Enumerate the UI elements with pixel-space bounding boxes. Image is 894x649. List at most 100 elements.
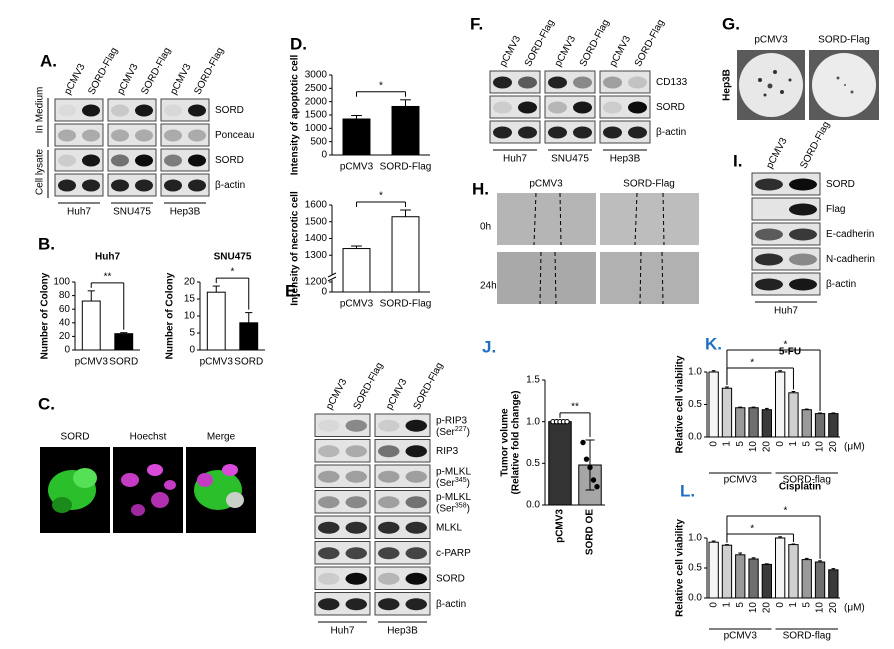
panel-label: L. bbox=[680, 481, 695, 500]
panel-label: A. bbox=[40, 51, 57, 70]
blot-band bbox=[164, 104, 182, 117]
axis-break bbox=[327, 276, 337, 282]
y-tick-label: 80 bbox=[59, 290, 71, 301]
blot-band bbox=[378, 598, 400, 611]
blot-band bbox=[548, 76, 567, 89]
cell-line-label: SNU475 bbox=[551, 154, 589, 165]
lane-label: pCMV3 bbox=[168, 62, 194, 97]
blot-band bbox=[755, 204, 783, 216]
side-label: Hep3B bbox=[722, 69, 733, 101]
data-point bbox=[590, 477, 597, 483]
lane-label: SORD-Flag bbox=[412, 361, 446, 412]
x-tick-label: pCMV3 bbox=[200, 357, 234, 368]
y-tick-label: 0.5 bbox=[688, 399, 702, 410]
group-label: pCMV3 bbox=[724, 475, 758, 486]
y-tick-label: 1500 bbox=[305, 110, 328, 121]
bar bbox=[814, 413, 826, 438]
blot-band bbox=[628, 101, 647, 114]
y-tick-label: 15 bbox=[184, 294, 196, 305]
column-label: pCMV3 bbox=[529, 179, 563, 190]
bar bbox=[81, 300, 101, 351]
row-label: SORD bbox=[826, 179, 855, 190]
row-label: p-MLKL bbox=[436, 492, 471, 503]
bar bbox=[801, 409, 812, 438]
y-tick-label: 1300 bbox=[305, 250, 328, 261]
blot-band bbox=[378, 547, 400, 560]
blot-band bbox=[405, 547, 427, 560]
lane-label: SORD-Flag bbox=[798, 120, 832, 171]
group-label: SORD-flag bbox=[783, 475, 831, 486]
lane-label: SORD-Flag bbox=[352, 361, 386, 412]
x-tick-label: SORD-Flag bbox=[380, 162, 432, 173]
blot-band bbox=[318, 598, 340, 611]
blot-band bbox=[755, 278, 783, 291]
x-tick-label: 5 bbox=[801, 441, 812, 447]
annotation: * bbox=[784, 340, 788, 351]
y-tick-label: 2500 bbox=[305, 83, 328, 94]
data-point bbox=[594, 483, 600, 490]
blot-band bbox=[58, 154, 76, 167]
row-label: SORD bbox=[656, 102, 685, 113]
row-site: (Ser227) bbox=[436, 426, 470, 438]
lane-label: pCMV3 bbox=[115, 62, 141, 97]
x-tick-label: 10 bbox=[748, 441, 759, 453]
blot-strip bbox=[314, 439, 371, 463]
x-tick-label: SORD-Flag bbox=[380, 299, 432, 310]
x-tick-label: pCMV3 bbox=[555, 509, 566, 543]
y-tick-label: 1200 bbox=[305, 277, 328, 288]
image-label: Hoechst bbox=[130, 432, 167, 443]
blot-band bbox=[405, 470, 427, 483]
row-site: (Ser358) bbox=[436, 502, 470, 514]
bar bbox=[748, 558, 759, 599]
row-label: RIP3 bbox=[436, 446, 459, 457]
x-tick-label: 1 bbox=[788, 602, 799, 608]
blot-band bbox=[378, 572, 400, 585]
y-tick-label: 0 bbox=[321, 287, 327, 298]
x-tick-label: 20 bbox=[828, 441, 839, 453]
site-part: 345 bbox=[455, 477, 467, 484]
bar bbox=[761, 563, 773, 599]
bar bbox=[708, 541, 719, 599]
panel-label: B. bbox=[38, 234, 55, 253]
blot-band bbox=[111, 154, 129, 167]
row-label: 0h bbox=[480, 222, 491, 233]
blot-band bbox=[755, 228, 783, 241]
annotation: * bbox=[750, 358, 754, 369]
lane-label: SORD-Flag bbox=[192, 46, 226, 97]
bar bbox=[814, 561, 826, 599]
bar bbox=[788, 544, 799, 599]
blot-strip bbox=[314, 490, 371, 514]
y-tick-label: 2000 bbox=[305, 96, 328, 107]
x-tick-label: 5 bbox=[735, 441, 746, 447]
blot-band bbox=[378, 496, 400, 509]
image-label: SORD bbox=[61, 432, 90, 443]
bar bbox=[748, 407, 759, 438]
lane-label: pCMV3 bbox=[498, 34, 524, 69]
blot-band bbox=[789, 278, 817, 291]
chart-title: Cisplatin bbox=[779, 482, 821, 493]
data-point bbox=[583, 456, 590, 462]
y-tick-label: 1.5 bbox=[526, 375, 540, 386]
blot-band bbox=[188, 129, 206, 142]
y-tick-label: 60 bbox=[59, 304, 71, 315]
y-tick-label: 1000 bbox=[305, 123, 328, 134]
y-tick-label: 1600 bbox=[305, 200, 328, 211]
blot-band bbox=[573, 76, 592, 89]
blot-band bbox=[58, 104, 76, 117]
y-tick-label: 100 bbox=[53, 277, 70, 288]
x-tick-label: 0 bbox=[708, 602, 719, 608]
wound-images bbox=[497, 192, 699, 305]
blot-band bbox=[755, 178, 783, 191]
bar bbox=[828, 413, 839, 438]
site-part: (Ser bbox=[436, 503, 456, 514]
blot-band bbox=[378, 445, 400, 458]
blot-band bbox=[345, 419, 367, 432]
bar bbox=[721, 544, 733, 599]
bar bbox=[548, 421, 572, 506]
bar bbox=[761, 409, 773, 438]
x-tick-label: pCMV3 bbox=[340, 299, 374, 310]
bar bbox=[391, 105, 420, 156]
blot-band bbox=[188, 104, 206, 117]
side-label: Cell lysate bbox=[35, 149, 46, 196]
blot-band bbox=[493, 76, 512, 89]
